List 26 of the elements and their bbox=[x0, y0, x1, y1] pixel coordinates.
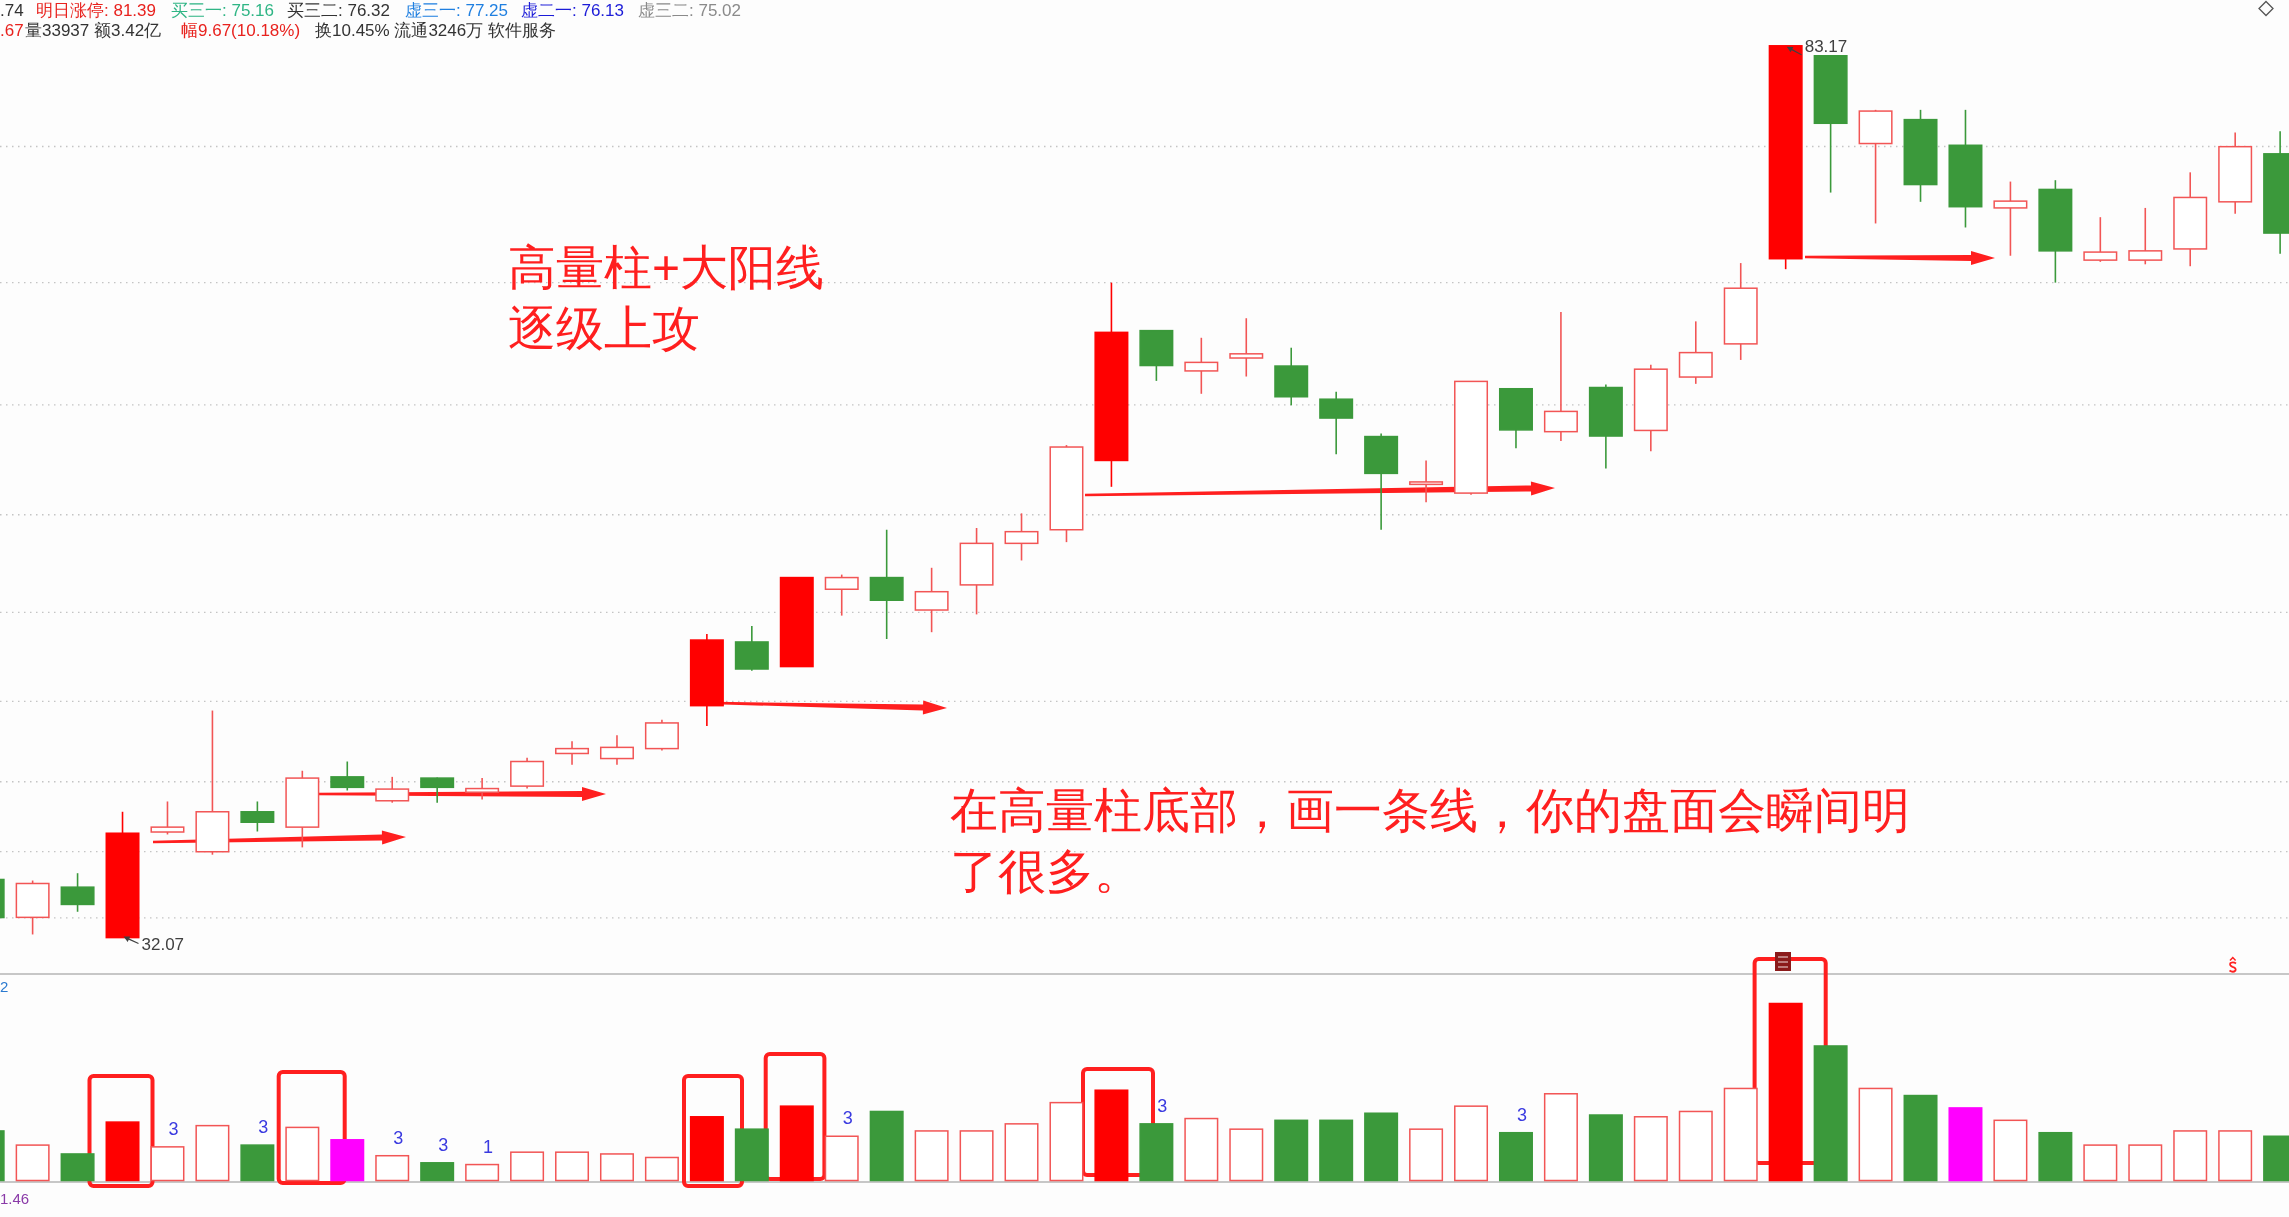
annotation: 在高量柱底部，画一条线，你的盘面会瞬间明了很多。 bbox=[950, 784, 1910, 898]
annotation: 高量柱+大阳线 bbox=[508, 241, 825, 294]
annotation: 3 bbox=[393, 1127, 404, 1148]
text: 买三二: 76.32 bbox=[287, 1, 390, 20]
text: 幅9.67(10.18%) bbox=[181, 21, 301, 40]
text: 买三一: 75.16 bbox=[171, 1, 274, 20]
text: 量33937 额3.42亿 bbox=[25, 21, 162, 40]
text: 虚三一: 77.25 bbox=[405, 1, 508, 20]
annotation: 3 bbox=[168, 1118, 179, 1139]
text: 1.46 bbox=[0, 1190, 30, 1207]
annotation: 3 bbox=[1157, 1095, 1168, 1116]
annotation: 1 bbox=[483, 1136, 494, 1157]
annotation: 3 bbox=[1516, 1104, 1527, 1125]
text: 2 bbox=[0, 978, 9, 995]
text: 虚三二: 75.02 bbox=[638, 1, 741, 20]
text: .74 bbox=[0, 1, 24, 20]
annotation: 3 bbox=[438, 1134, 449, 1155]
annotation: 3 bbox=[842, 1108, 853, 1129]
text: 明日涨停: 81.39 bbox=[36, 1, 156, 20]
annotation: 83.17 bbox=[1804, 36, 1848, 56]
annotation: 32.07 bbox=[141, 934, 185, 954]
annotation: 3 bbox=[258, 1117, 269, 1138]
text: 虚二一: 76.13 bbox=[521, 1, 624, 20]
annotation: 逐级上攻 bbox=[508, 302, 700, 355]
text: 换10.45% 流通3246万 软件服务 bbox=[315, 21, 556, 40]
text: .67 bbox=[0, 21, 24, 40]
